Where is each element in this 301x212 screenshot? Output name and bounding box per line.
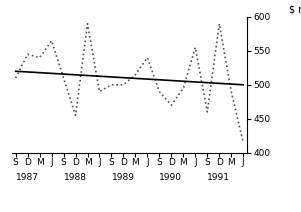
Text: 1991: 1991 <box>207 173 230 182</box>
Text: 1990: 1990 <box>159 173 182 182</box>
Text: 1988: 1988 <box>64 173 87 182</box>
Text: 1987: 1987 <box>16 173 39 182</box>
Text: 1989: 1989 <box>111 173 135 182</box>
Text: $ m: $ m <box>289 4 301 14</box>
